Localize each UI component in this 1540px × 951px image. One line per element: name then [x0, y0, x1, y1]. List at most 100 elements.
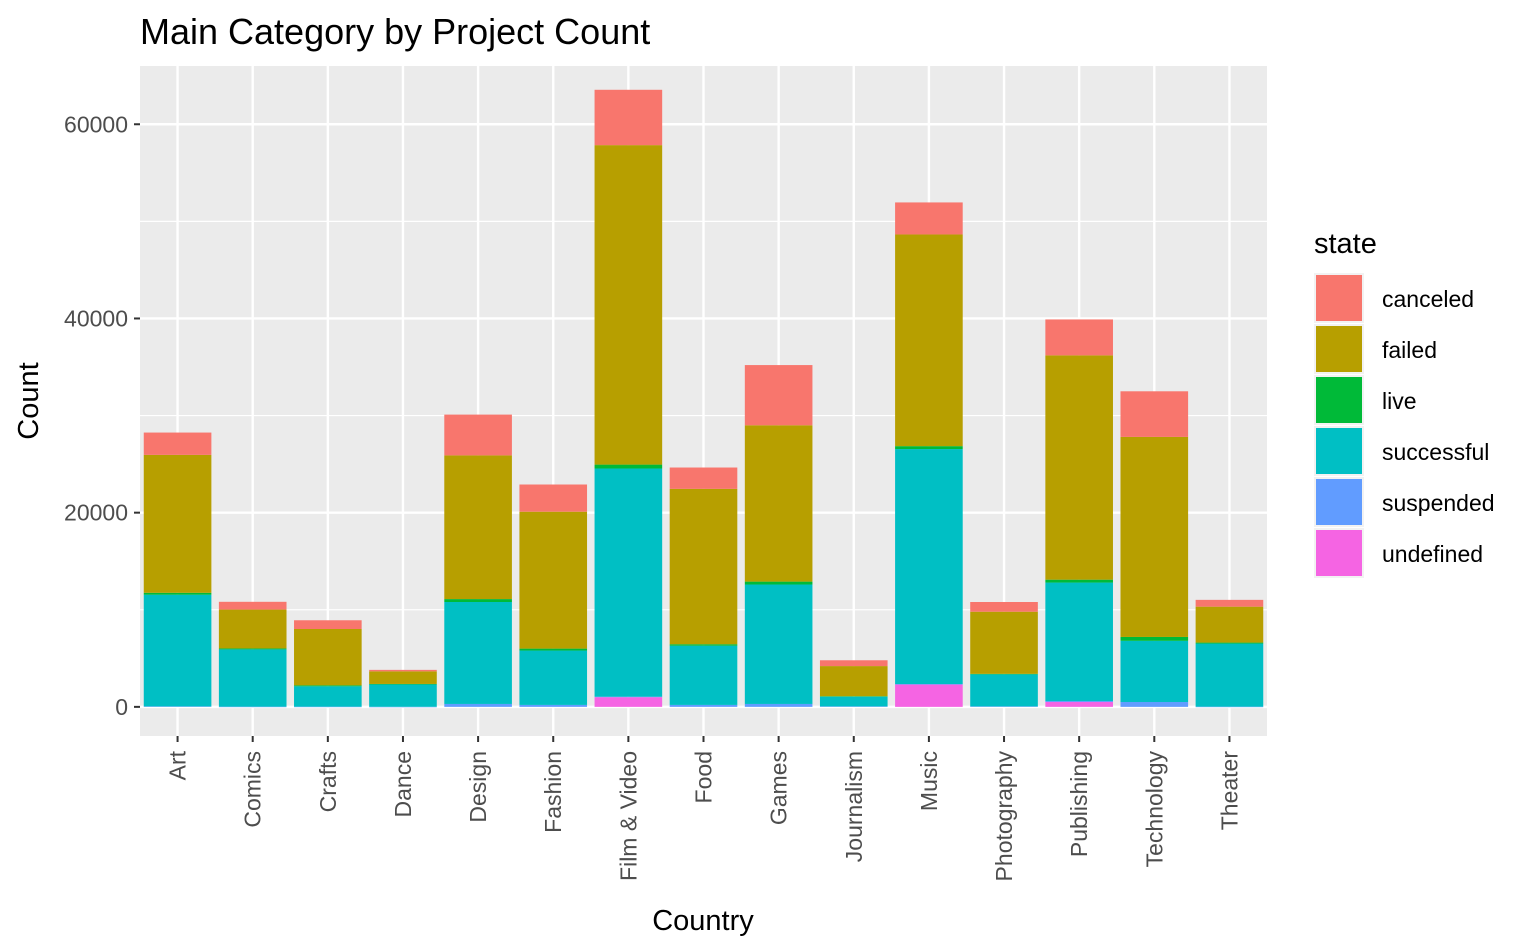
bar-segment-live [519, 648, 588, 651]
bar-segment-canceled [1120, 391, 1189, 437]
bar-segment-live [218, 648, 287, 650]
bar-segment-canceled [895, 202, 963, 235]
bar-segment-successful [669, 645, 738, 705]
legend: state canceled failed live successful suspen… [1314, 228, 1495, 578]
bar-stack-music [895, 202, 963, 707]
bar-segment-suspended [970, 706, 1038, 707]
bar-stack-comics [218, 601, 287, 708]
bar-segment-canceled [744, 365, 813, 426]
bar-segment-canceled [970, 602, 1038, 612]
bar-segment-successful [744, 584, 813, 704]
bar-segment-canceled [369, 669, 437, 672]
bar-segment-live [294, 685, 362, 687]
y-tick-label: 0 [115, 694, 128, 720]
x-tick-label: Journalism [841, 751, 867, 862]
bar-segment-canceled [294, 620, 362, 629]
bar-segment-successful [519, 650, 588, 705]
legend-label-successful: successful [1382, 439, 1489, 465]
legend-label-canceled: canceled [1382, 286, 1474, 312]
bars [143, 89, 1264, 708]
legend-swatch-successful [1316, 428, 1362, 474]
x-tick-label: Games [766, 751, 792, 825]
bar-segment-suspended [1120, 702, 1189, 707]
bar-stack-games [744, 365, 813, 707]
bar-segment-live [1195, 642, 1264, 644]
bar-segment-failed [369, 671, 437, 684]
x-tick-label: Design [465, 751, 491, 823]
bar-stack-food [669, 467, 738, 707]
bar-segment-successful [444, 602, 512, 704]
bar-segment-successful [1120, 640, 1189, 703]
legend-swatch-suspended [1316, 479, 1362, 525]
bar-segment-canceled [218, 601, 287, 610]
x-tick-label: Comics [240, 751, 266, 828]
bar-segment-successful [143, 594, 212, 707]
x-tick-label: Art [165, 750, 191, 780]
bar-segment-canceled [1045, 319, 1113, 356]
bar-segment-successful [294, 686, 362, 707]
bar-segment-successful [594, 468, 663, 697]
bar-segment-failed [594, 145, 663, 465]
bar-segment-suspended [218, 706, 287, 708]
legend-label-failed: failed [1382, 337, 1437, 363]
bar-segment-canceled [594, 89, 663, 146]
legend-label-undefined: undefined [1382, 541, 1483, 567]
bar-segment-live [970, 673, 1038, 675]
x-tick-label: Dance [390, 751, 416, 817]
bar-segment-undefined [594, 697, 663, 707]
y-axis: 0 20000 40000 60000 [64, 111, 140, 720]
bar-segment-successful [369, 684, 437, 707]
bar-segment-successful [819, 696, 888, 707]
bar-segment-suspended [519, 704, 588, 707]
bar-segment-live [594, 464, 663, 469]
bar-segment-successful [1195, 643, 1264, 707]
x-tick-label: Photography [991, 751, 1017, 882]
bar-segment-canceled [519, 484, 588, 512]
bar-segment-failed [294, 628, 362, 686]
bar-stack-journalism [819, 660, 888, 707]
legend-label-suspended: suspended [1382, 490, 1495, 516]
legend-title: state [1314, 228, 1377, 260]
bar-segment-suspended [369, 706, 437, 708]
bar-segment-failed [744, 425, 813, 582]
bar-segment-suspended [669, 704, 738, 707]
y-tick-label: 20000 [64, 500, 128, 526]
bar-segment-live [1045, 579, 1113, 583]
bar-stack-fashion [519, 484, 588, 707]
bar-segment-failed [218, 609, 287, 649]
legend-swatch-canceled [1316, 275, 1362, 321]
bar-segment-failed [669, 488, 738, 645]
y-tick-label: 40000 [64, 305, 128, 331]
bar-segment-canceled [444, 414, 512, 456]
bar-segment-suspended [594, 696, 663, 698]
bar-segment-live [669, 644, 738, 646]
bar-stack-dance [369, 669, 437, 708]
x-tick-label: Film & Video [615, 751, 641, 881]
bar-segment-undefined [895, 684, 963, 707]
bar-segment-live [1120, 636, 1189, 641]
x-tick-label: Crafts [315, 751, 341, 812]
bar-segment-canceled [819, 660, 888, 667]
bar-segment-suspended [1195, 706, 1264, 708]
bar-segment-successful [218, 649, 287, 707]
x-tick-label: Food [691, 751, 717, 803]
bar-stack-photography [970, 602, 1038, 707]
bar-stack-publishing [1045, 319, 1113, 707]
x-tick-label: Publishing [1066, 751, 1092, 857]
chart-title: Main Category by Project Count [140, 11, 650, 52]
bar-segment-suspended [294, 706, 362, 708]
bar-segment-suspended [143, 706, 212, 707]
bar-segment-live [744, 581, 813, 585]
x-tick-label: Fashion [540, 751, 566, 833]
x-tick-label: Theater [1216, 751, 1242, 831]
bar-segment-successful [1045, 582, 1113, 702]
bar-stack-technology [1120, 391, 1189, 707]
bar-segment-suspended [819, 706, 888, 707]
bar-segment-suspended [1045, 701, 1113, 703]
bar-segment-undefined [1045, 702, 1113, 707]
bar-segment-canceled [143, 432, 212, 455]
bar-segment-successful [970, 674, 1038, 707]
bar-segment-successful [895, 449, 963, 685]
bar-segment-failed [819, 666, 888, 697]
